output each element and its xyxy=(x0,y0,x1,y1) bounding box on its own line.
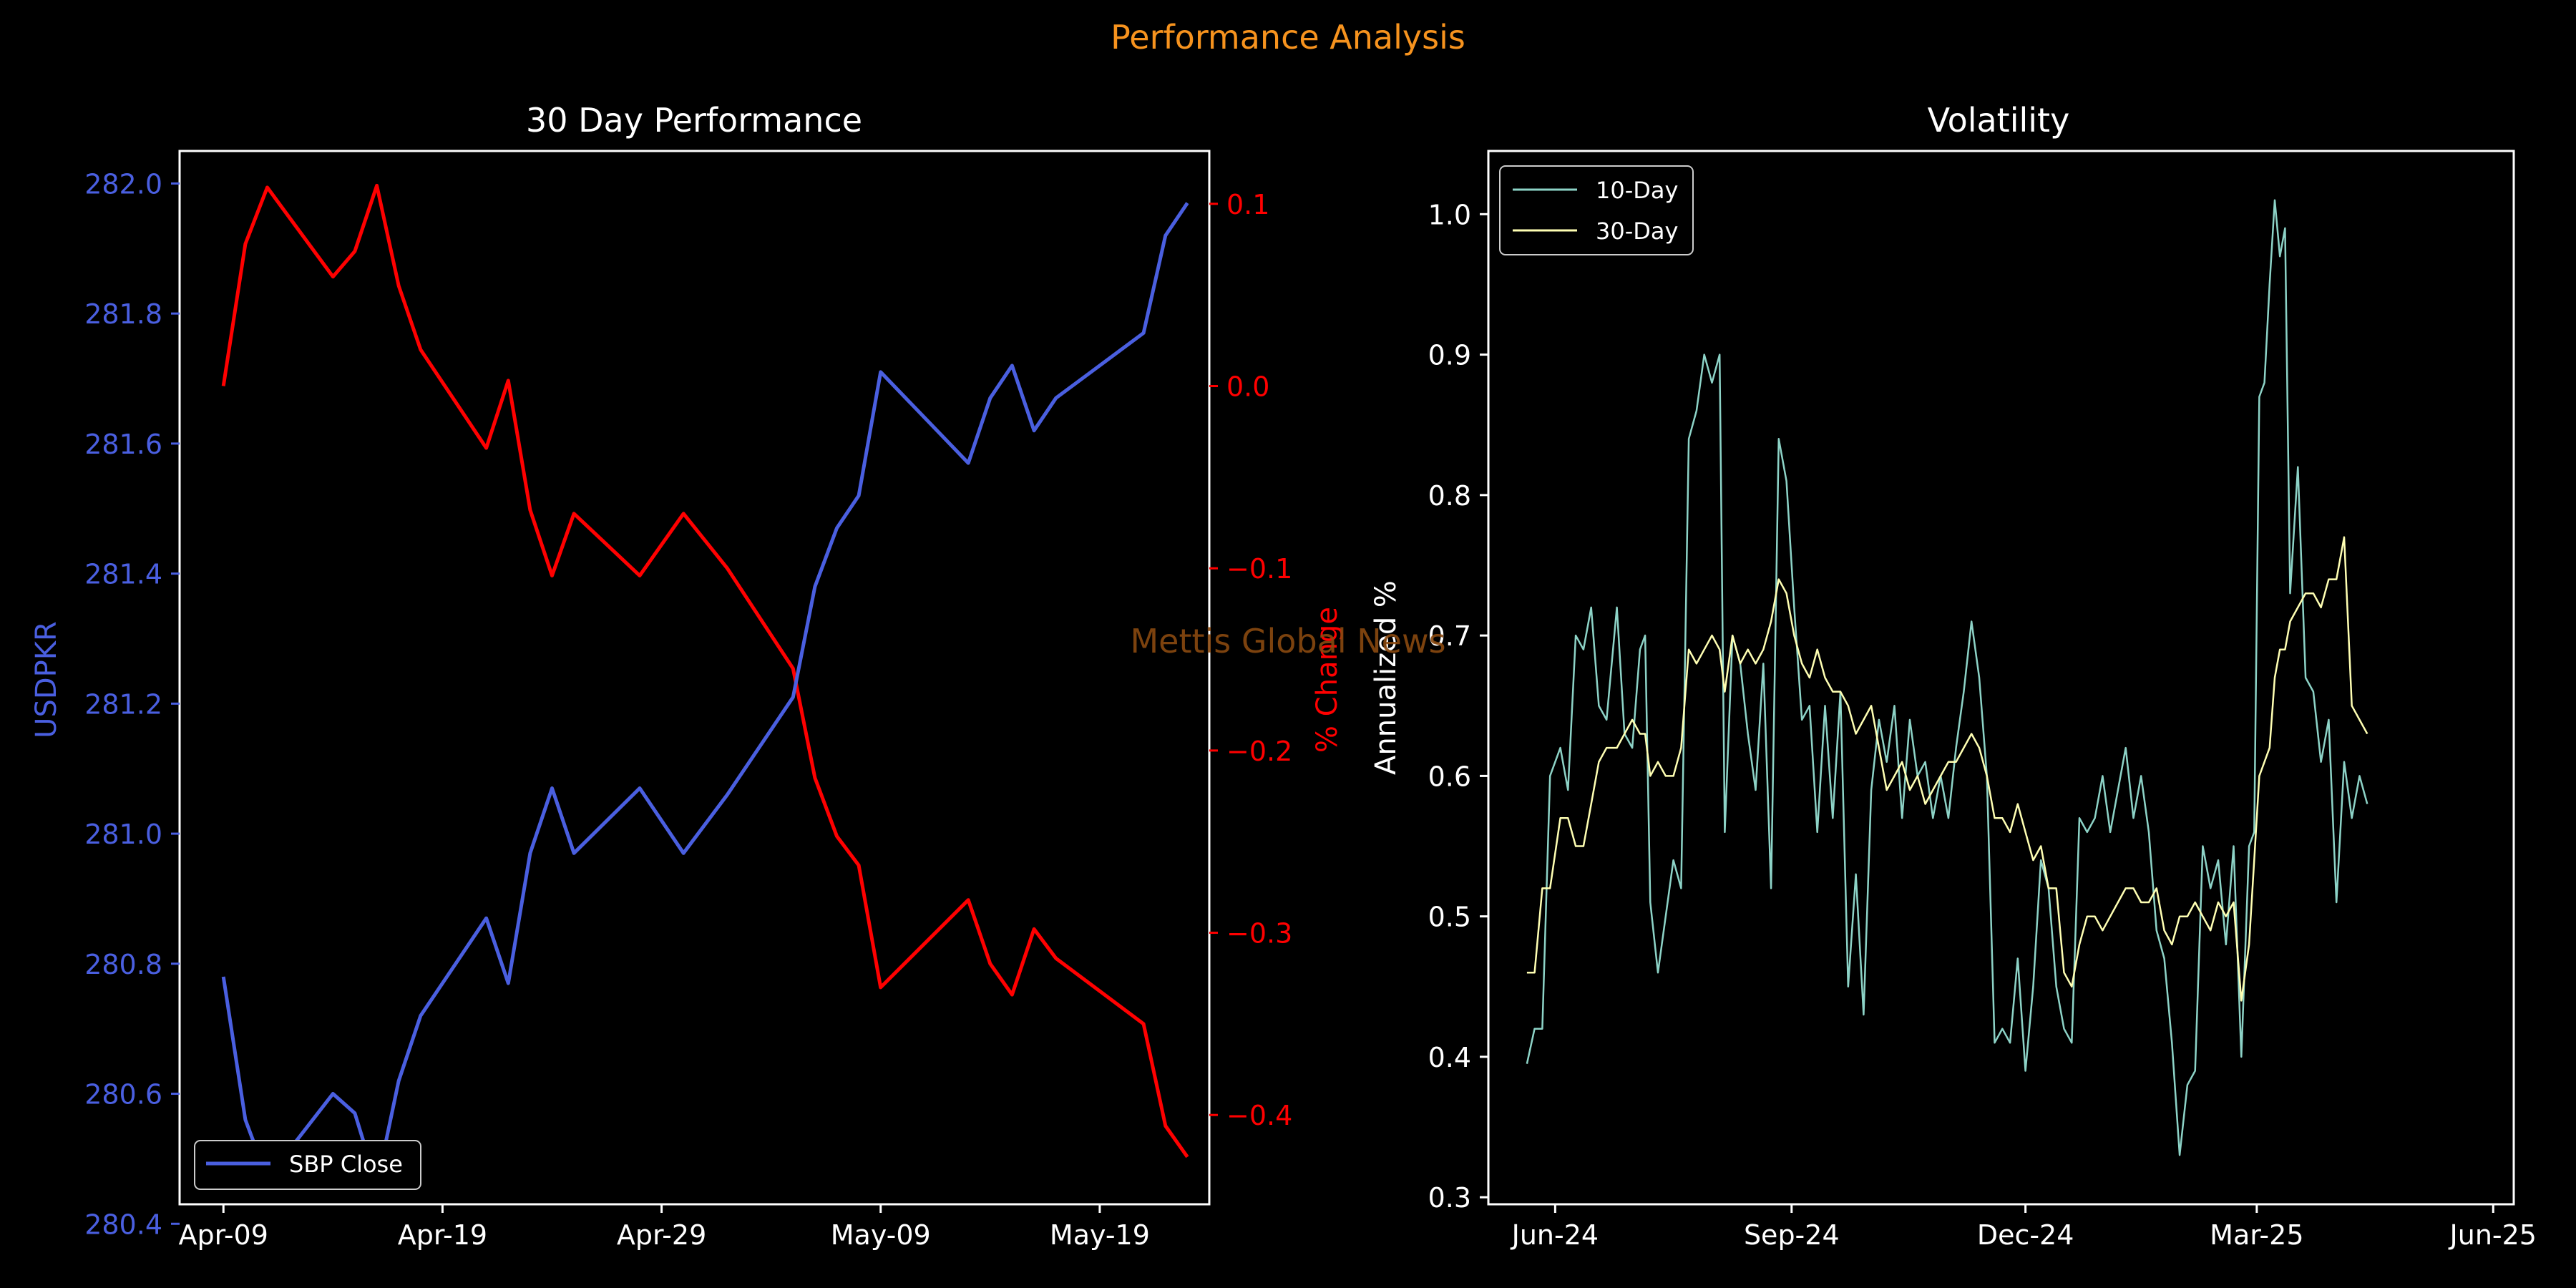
vol-x-tick-label: Dec-24 xyxy=(1977,1219,2074,1251)
vol-y-tick-label: 0.6 xyxy=(1428,761,1471,792)
right-y-tick-label: −0.2 xyxy=(1226,736,1292,767)
vol-x-tick-label: Sep-24 xyxy=(1744,1219,1840,1251)
volatility-title: Volatility xyxy=(1928,101,2070,140)
volatility-axes-frame xyxy=(1487,150,2515,1206)
vol-x-tick-label: Jun-25 xyxy=(2449,1219,2537,1251)
watermark: Mettis Global News xyxy=(1130,622,1445,660)
performance-title: 30 Day Performance xyxy=(526,101,862,140)
left-y-tick-label: 281.8 xyxy=(84,298,162,330)
suptitle: Performance Analysis xyxy=(1111,18,1465,57)
left-x-tick-label: Apr-09 xyxy=(179,1219,268,1251)
volatility-legend: 10-Day 30-Day xyxy=(1499,165,1694,255)
right-y-tick-label: −0.4 xyxy=(1226,1100,1292,1131)
left-y-tick-label: 282.0 xyxy=(84,168,162,200)
left-y-tick-label: 280.6 xyxy=(84,1079,162,1111)
vol-y-tick-label: 0.5 xyxy=(1428,902,1471,933)
performance-y-axis-label: USDPKR xyxy=(30,621,63,738)
left-y-tick-label: 281.2 xyxy=(84,688,162,720)
vol-y-tick-label: 1.0 xyxy=(1428,199,1471,230)
volatility-y-axis-label: Annualized % xyxy=(1370,580,1402,775)
right-y-tick-label: −0.3 xyxy=(1226,918,1292,950)
performance-legend-box xyxy=(194,1140,421,1190)
left-y-tick-label: 280.4 xyxy=(84,1209,162,1240)
vol-y-tick-label: 0.7 xyxy=(1428,620,1471,652)
right-y-tick-label: 0.1 xyxy=(1226,189,1269,220)
volatility-panel: Volatility 0.3 0.4 0.5 0.6 0.7 0.8 0.9 1.0 Jun-2… xyxy=(1370,101,2537,1251)
volatility-legend-box xyxy=(1499,165,1694,255)
performance-right-axis-label: % Change xyxy=(1311,607,1344,753)
legend-label-sbp-close: SBP Close xyxy=(289,1151,403,1178)
vol-y-tick-label: 0.8 xyxy=(1428,480,1471,512)
legend-label-10-day: 10-Day xyxy=(1596,177,1678,204)
pct-change-line xyxy=(221,183,1189,1158)
right-y-tick-label: 0.0 xyxy=(1226,371,1269,403)
left-x-tick-label: Apr-19 xyxy=(398,1219,487,1251)
left-x-tick-label: May-19 xyxy=(1050,1219,1150,1251)
left-y-tick-label: 280.8 xyxy=(84,949,162,980)
performance-axes-frame xyxy=(178,150,1211,1206)
vol-y-tick-label: 0.9 xyxy=(1428,340,1471,371)
vol-x-tick-label: Mar-25 xyxy=(2210,1219,2303,1251)
performance-panel: 30 Day Performance 280.4280.6280.8281.02… xyxy=(30,101,1344,1251)
legend-label-30-day: 30-Day xyxy=(1596,218,1678,245)
left-y-tick-label: 281.4 xyxy=(84,559,162,590)
vol-x-tick-label: Jun-24 xyxy=(1511,1219,1599,1251)
vol-y-tick-label: 0.4 xyxy=(1428,1042,1471,1073)
volatility-ticks: 0.3 0.4 0.5 0.6 0.7 0.8 0.9 1.0 Jun-24 Sep-24 Dec-… xyxy=(1428,199,2537,1251)
left-x-tick-label: Apr-29 xyxy=(617,1219,706,1251)
performance-legend: SBP Close xyxy=(194,1140,421,1190)
left-y-tick-label: 281.6 xyxy=(84,429,162,460)
left-x-tick-label: May-09 xyxy=(831,1219,931,1251)
performance-ticks: 280.4 280.6 280.8 281.0 281.2 281.4 281.6 281.8… xyxy=(84,168,1292,1251)
volatility-lines xyxy=(1526,199,2368,1156)
right-y-tick-label: −0.1 xyxy=(1226,553,1292,585)
left-y-tick-label: 281.0 xyxy=(84,819,162,850)
vol-30-day-line xyxy=(1526,536,2368,1002)
vol-y-tick-label: 0.3 xyxy=(1428,1182,1471,1214)
